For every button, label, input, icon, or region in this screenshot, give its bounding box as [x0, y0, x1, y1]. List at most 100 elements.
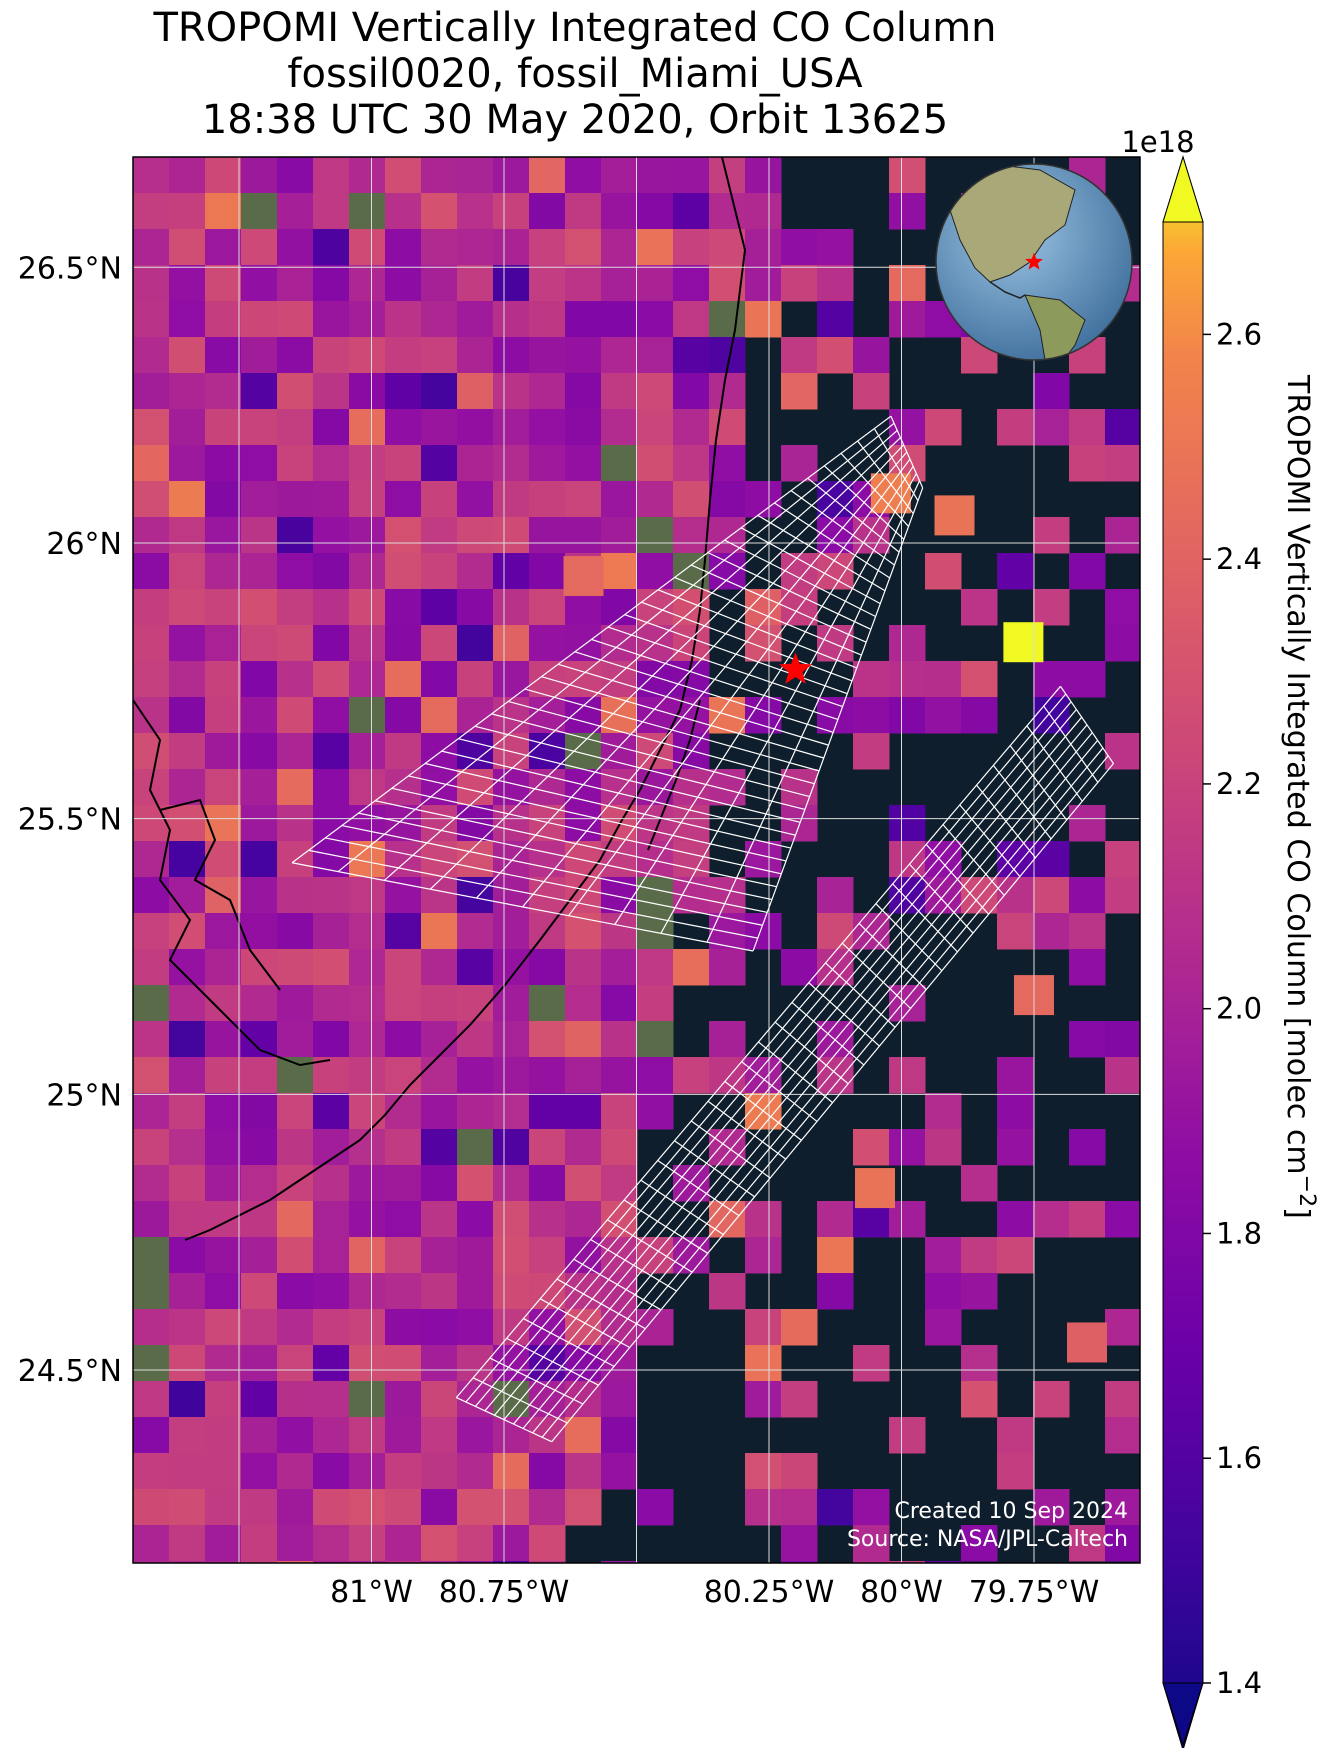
heat-cell [853, 1129, 890, 1166]
heat-cell [817, 337, 854, 374]
heat-cell [961, 661, 998, 698]
heat-cell [673, 697, 710, 734]
heat-cell [637, 265, 674, 302]
heat-cell [349, 661, 386, 698]
heat-cell [601, 553, 638, 590]
heat-cell [565, 1345, 602, 1382]
heat-cell [1069, 877, 1106, 914]
heat-cell [421, 229, 458, 266]
heat-cell [385, 949, 422, 986]
heat-cell [889, 265, 926, 302]
map-panel[interactable] [133, 157, 1167, 1598]
heat-cell [457, 409, 494, 446]
heat-cell [385, 409, 422, 446]
heat-cell [601, 1057, 638, 1094]
heat-cell [277, 1561, 314, 1563]
heat-cell [421, 193, 458, 230]
heat-cell [817, 625, 854, 662]
heat-cell [313, 337, 350, 374]
heat-cell [169, 409, 206, 446]
heat-cell [385, 193, 422, 230]
heat-cell [241, 553, 278, 590]
heat-cell [349, 1489, 386, 1526]
heat-cell [457, 373, 494, 410]
heat-cell [169, 265, 206, 302]
heat-cell [889, 409, 926, 446]
heat-cell [601, 481, 638, 518]
heat-cell [205, 265, 242, 302]
heat-cell [313, 985, 350, 1022]
heat-cell [205, 337, 242, 374]
heat-cell [853, 733, 890, 770]
heat-cell [529, 625, 566, 662]
heat-cell [241, 1417, 278, 1454]
target-star-icon[interactable] [778, 652, 813, 684]
footprint-line [541, 755, 1109, 1438]
heat-cell [349, 229, 386, 266]
heat-cell [781, 949, 818, 986]
heat-cell [457, 1165, 494, 1202]
heat-cell [637, 841, 674, 878]
heat-cell [169, 733, 206, 770]
heat-cell [493, 1021, 530, 1058]
heat-cell [601, 1561, 638, 1563]
heat-cell [529, 1057, 566, 1094]
heat-cell [601, 913, 638, 950]
heat-cell [205, 1057, 242, 1094]
colorbar-extend-bottom [1162, 1682, 1204, 1747]
heat-cell [673, 301, 710, 338]
heat-cell [349, 1021, 386, 1058]
heat-cell [529, 1561, 566, 1563]
heat-cell [853, 1489, 890, 1526]
heat-cell [457, 1417, 494, 1454]
heat-cell [169, 157, 206, 194]
heat-cell [1033, 697, 1070, 734]
heat-cell [457, 661, 494, 698]
heat-cell [565, 265, 602, 302]
heat-cell [421, 1201, 458, 1238]
heat-cell [421, 697, 458, 734]
heat-cell [997, 409, 1034, 446]
heat-cell [349, 589, 386, 626]
heat-cell [205, 841, 242, 878]
heat-cell [385, 265, 422, 302]
y-tick-label: 26°N [46, 527, 122, 562]
heat-cell [745, 1237, 782, 1274]
heat-cell [493, 409, 530, 446]
heat-cell [241, 1525, 278, 1562]
heat-cell [889, 1561, 926, 1563]
footprint-line [752, 487, 924, 952]
heat-cell [997, 1057, 1034, 1094]
heat-cell [529, 337, 566, 374]
heat-cell [205, 1237, 242, 1274]
heat-cell [961, 1381, 998, 1418]
heat-cell [421, 1561, 458, 1563]
credit-created: Created 10 Sep 2024 [895, 1499, 1129, 1524]
heat-cell [133, 1201, 170, 1238]
heat-cell [493, 1237, 530, 1274]
heat-cell [493, 661, 530, 698]
heat-cell [277, 373, 314, 410]
heat-cell [457, 949, 494, 986]
heat-cell [925, 697, 962, 734]
heat-cell [241, 1201, 278, 1238]
heat-cell [457, 553, 494, 590]
heat-cell [313, 265, 350, 302]
colorbar-tick-label: 1.4 [1216, 1666, 1262, 1700]
heat-cell [1069, 1525, 1106, 1562]
heat-cell [385, 913, 422, 950]
heat-cell [421, 589, 458, 626]
heat-cell [961, 1237, 998, 1274]
heat-cell [169, 805, 206, 842]
heat-cell [457, 1201, 494, 1238]
heat-cell [673, 589, 710, 626]
heat-cell [277, 553, 314, 590]
heat-cell [1105, 1525, 1140, 1562]
heat-cell [565, 661, 602, 698]
heat-cell [637, 661, 674, 698]
heat-cell [169, 1273, 206, 1310]
heat-cell [385, 1561, 422, 1563]
heat-cell [781, 265, 818, 302]
heat-cell [925, 841, 962, 878]
heat-cell [493, 1165, 530, 1202]
